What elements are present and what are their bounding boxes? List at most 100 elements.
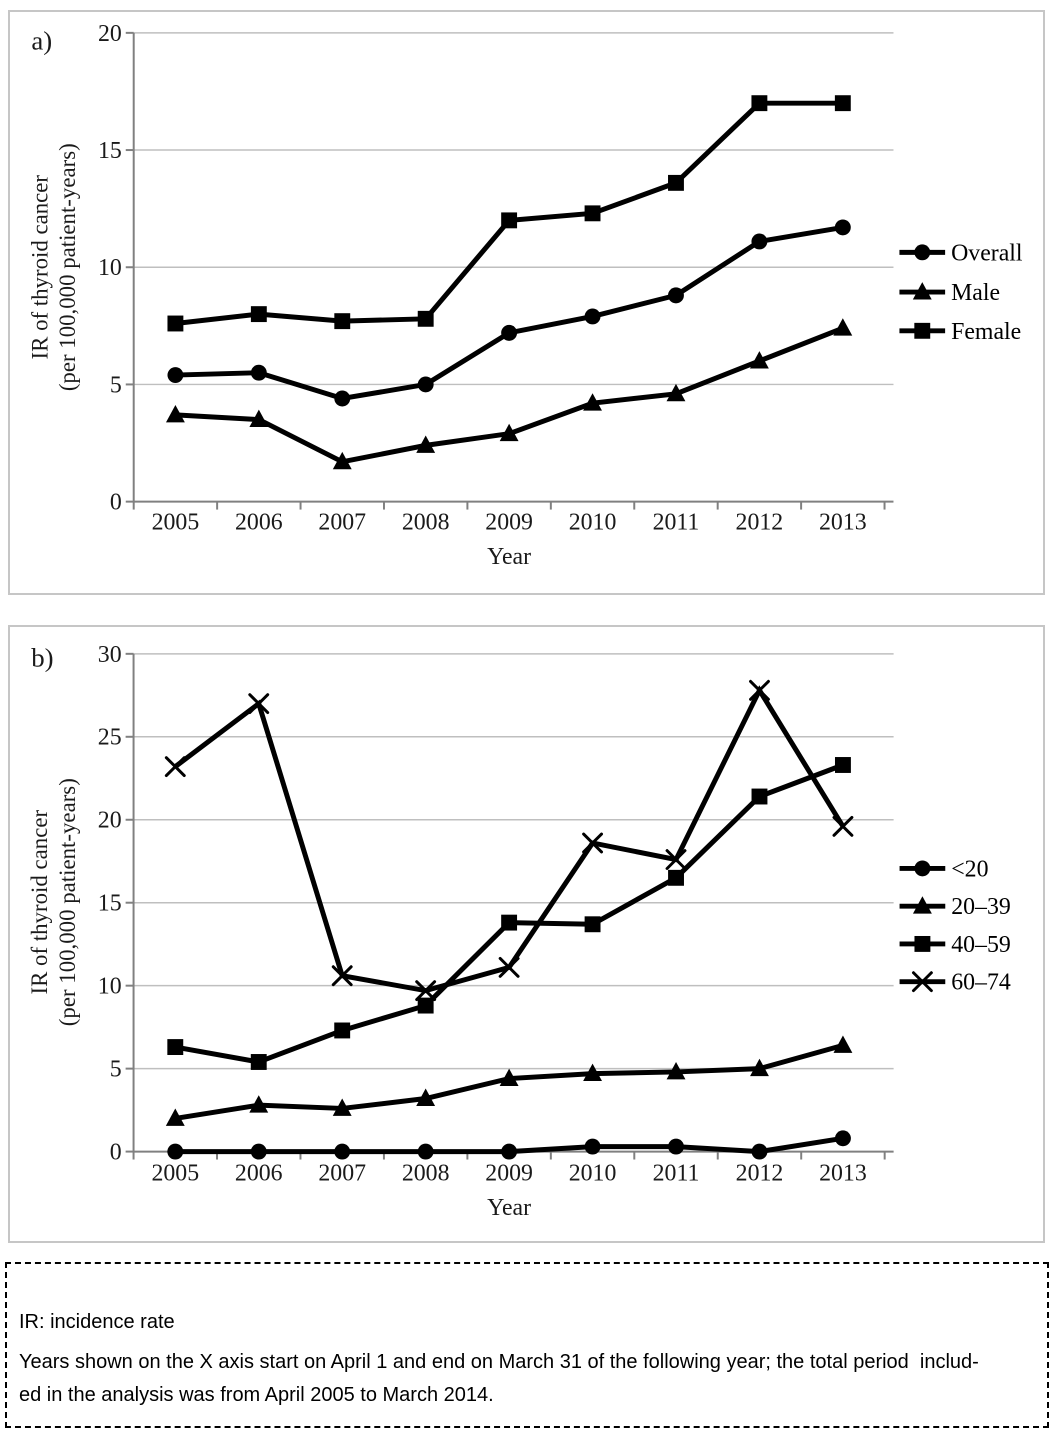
legend-item-overall: Overall: [899, 240, 1023, 266]
marker-male: [749, 351, 769, 369]
marker-20: [417, 1143, 434, 1160]
marker-40-59: [834, 757, 851, 773]
marker-female: [584, 205, 601, 222]
marker-20-39: [666, 1062, 686, 1080]
y-axis-title: IR of thyroid cancer: [27, 175, 52, 360]
chart-a: 0 5 10 15 20 2005 2006 2007 2008 2009 2010 2011 2012…: [27, 21, 1023, 570]
marker-20-39: [499, 1068, 519, 1087]
legend-square-icon: [914, 322, 931, 339]
y-tick-label: 25: [98, 725, 122, 751]
legend-label-40-59: 40–59: [951, 932, 1011, 958]
marker-20-39: [249, 1095, 269, 1113]
series-line-overall: [175, 224, 844, 402]
legend-item-40-59: 40–59: [899, 932, 1011, 958]
marker-female: [167, 315, 184, 332]
marker-female: [751, 95, 768, 112]
footnote-box: IR: incidence rate Years shown on the X …: [5, 1262, 1049, 1428]
marker-male: [165, 404, 185, 423]
marker-40-59: [250, 1054, 267, 1070]
y-tick-label: 30: [98, 642, 122, 668]
marker-20: [751, 1143, 768, 1160]
x-tick-label: 2012: [736, 509, 784, 535]
marker-20-39: [416, 1088, 436, 1106]
marker-20: [668, 1138, 684, 1155]
y-tick-label: 10: [98, 255, 122, 281]
y-tick-label: 20: [98, 21, 122, 47]
marker-60-74: [665, 849, 687, 870]
x-tick-label: 2013: [819, 509, 867, 535]
marker-20-39: [833, 1035, 853, 1053]
legend-label-female: Female: [951, 319, 1021, 345]
x-tick-label: 2008: [402, 509, 450, 535]
marker-20: [584, 1138, 601, 1155]
series-line-60-74: [173, 685, 846, 994]
panel-letter: b): [31, 643, 53, 673]
y-tick-label: 0: [110, 490, 122, 516]
marker-20: [167, 1143, 184, 1160]
y-tick-label: 10: [98, 974, 122, 1000]
marker-overall: [167, 367, 184, 384]
marker-20: [250, 1143, 267, 1160]
legend-label-overall: Overall: [951, 240, 1023, 266]
legend-triangle-icon: [912, 282, 932, 300]
x-tick-label: 2011: [653, 1160, 700, 1186]
y-tick-label: 5: [110, 372, 122, 398]
legend-circle-icon: [914, 244, 931, 261]
chart-b: 0 5 10 15 20 25 30 2005 2006 2007 2008 2009 2010 2011…: [27, 642, 1011, 1221]
y-tick-label: 5: [110, 1057, 122, 1083]
x-tick-label: 2007: [318, 1160, 366, 1186]
legend-item-20-39: 20–39: [899, 894, 1011, 920]
marker-40-59: [167, 1039, 184, 1056]
marker-male: [666, 383, 686, 402]
series-line-40-59: [174, 762, 844, 1065]
legend-triangle-icon: [912, 896, 932, 914]
x-axis-title: Year: [487, 1195, 531, 1221]
panel-b: 0 5 10 15 20 25 30 2005 2006 2007 2008 2009 2010 2011…: [8, 625, 1045, 1243]
y-tick-label: 15: [98, 138, 122, 164]
marker-60-74: [498, 956, 520, 978]
y-tick-label: 15: [98, 891, 122, 917]
x-tick-label: 2005: [152, 509, 200, 535]
series-line-male: [175, 325, 844, 465]
marker-overall: [668, 287, 684, 304]
marker-overall: [501, 324, 518, 341]
marker-male: [583, 393, 602, 411]
marker-60-74: [164, 756, 186, 778]
marker-20-39: [332, 1098, 352, 1116]
marker-overall: [250, 364, 267, 381]
marker-60-74: [248, 693, 270, 715]
panel-letter: a): [31, 26, 52, 56]
legend-item-60-74: 60–74: [899, 970, 1011, 996]
marker-60-74: [749, 679, 770, 701]
marker-40-59: [417, 997, 434, 1014]
legend-label-20-39: 20–39: [951, 894, 1011, 920]
legend-label-male: Male: [951, 280, 1000, 306]
marker-60-74: [582, 832, 604, 854]
marker-20-39: [583, 1063, 603, 1082]
marker-40-59: [751, 788, 768, 805]
y-axis-title: IR of thyroid cancer: [27, 810, 52, 995]
footnote-line-1: IR: incidence rate: [19, 1311, 175, 1333]
marker-60-74: [331, 965, 353, 987]
marker-20: [834, 1130, 851, 1147]
marker-40-59: [668, 869, 684, 886]
x-tick-label: 2009: [485, 509, 533, 535]
x-tick-label: 2011: [653, 509, 700, 535]
legend-label-20: <20: [951, 856, 988, 882]
y-axis-title: (per 100,000 patient-years): [55, 143, 80, 391]
marker-male: [499, 423, 519, 442]
x-tick-label: 2005: [151, 1160, 199, 1186]
marker-40-59: [584, 916, 601, 933]
legend-item-20: <20: [899, 856, 989, 882]
y-tick-label: 20: [98, 808, 122, 834]
marker-60-74: [415, 980, 437, 1002]
x-tick-label: 2007: [318, 509, 366, 535]
footnote-line-3: ed in the analysis was from April 2005 t…: [19, 1384, 494, 1406]
marker-female: [250, 306, 267, 323]
marker-40-59: [334, 1022, 351, 1039]
x-tick-label: 2006: [235, 1160, 283, 1186]
marker-male: [416, 435, 436, 453]
x-tick-label: 2009: [485, 1160, 533, 1186]
y-tick-label: 0: [110, 1140, 122, 1166]
